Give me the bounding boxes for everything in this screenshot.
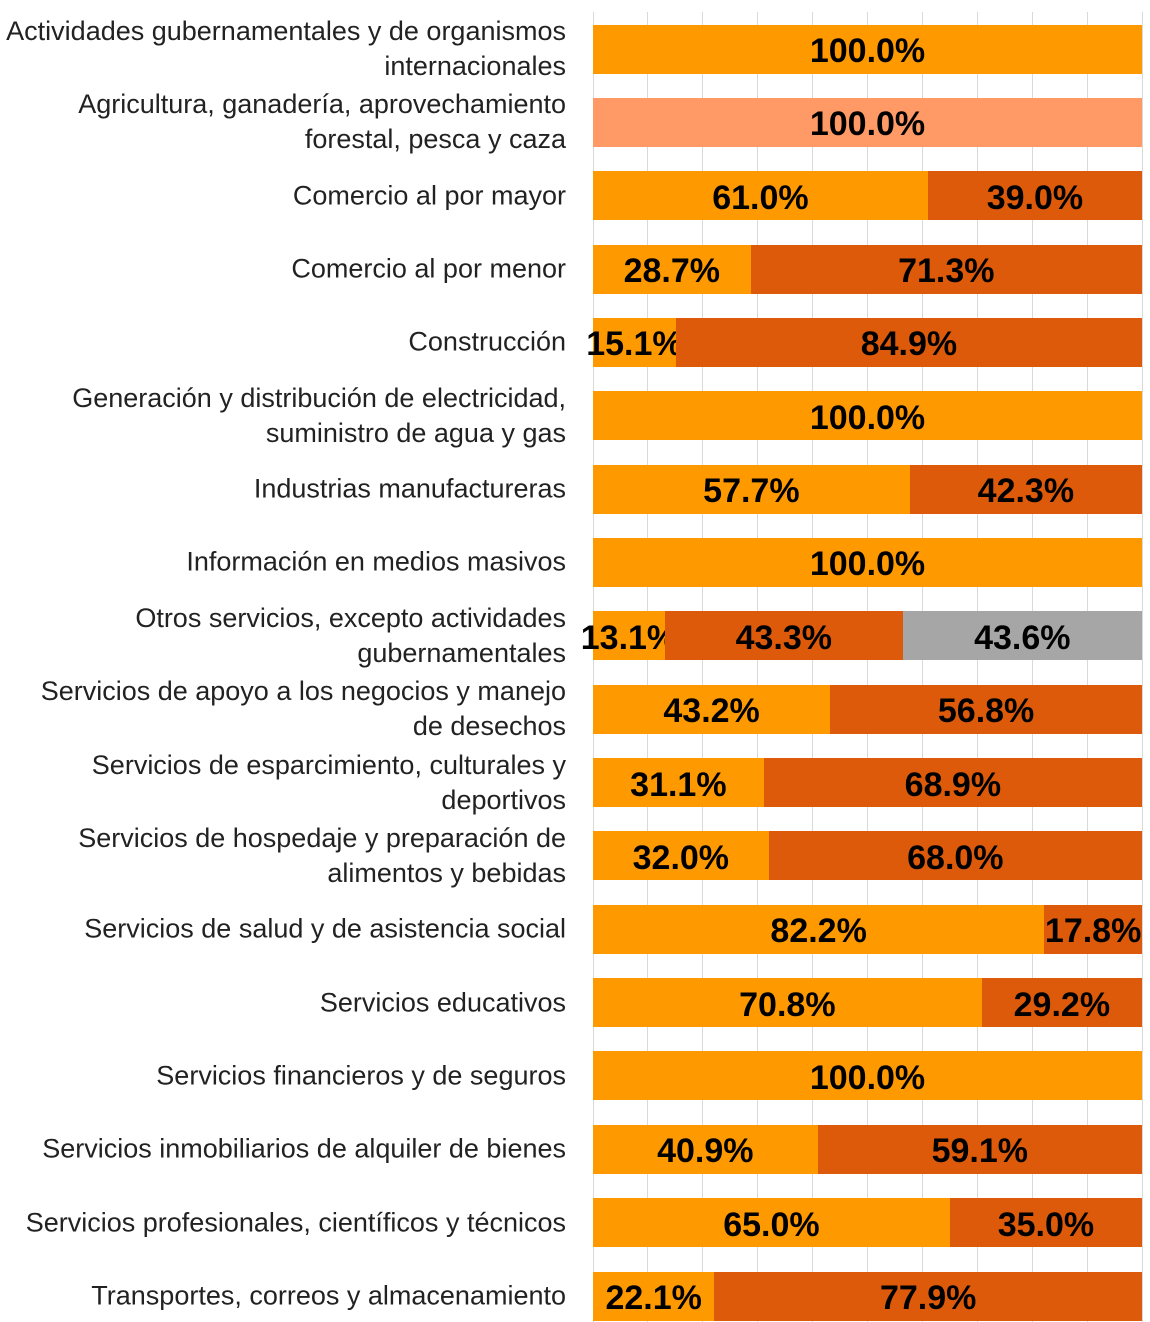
- data-label: 29.2%: [1013, 985, 1111, 1024]
- data-label: 100.0%: [809, 32, 926, 70]
- data-label: 77.9%: [879, 1279, 977, 1317]
- bar-segment: [593, 611, 665, 661]
- bar-segment: [593, 1124, 818, 1174]
- category-label: Actividades gubernamentales y de organis…: [6, 16, 566, 81]
- data-label: 65.0%: [723, 1205, 820, 1244]
- bar-segment: [593, 97, 1142, 147]
- bar-segment: [593, 904, 1045, 954]
- category-label: Servicios educativos: [319, 987, 566, 1018]
- grid-line: [976, 12, 978, 1322]
- grid-line: [867, 12, 868, 1322]
- category-label: Servicios profesionales, científicos y t…: [25, 1207, 566, 1238]
- bar-segment: [981, 978, 1142, 1028]
- grid-line: [921, 12, 923, 1322]
- bar-segment: [949, 1198, 1142, 1248]
- bar-segment: [593, 1271, 715, 1321]
- bar-segment: [1044, 904, 1142, 954]
- data-label: 71.3%: [898, 252, 995, 291]
- data-label: 40.9%: [657, 1132, 754, 1171]
- data-label: 43.2%: [663, 692, 760, 731]
- category-label: Servicios de hospedaje y preparación de …: [78, 822, 566, 888]
- category-label: Comercio al por mayor: [292, 180, 566, 211]
- grid-line: [647, 12, 649, 1322]
- bar-segment: [902, 611, 1142, 661]
- data-label: 100.0%: [809, 1058, 926, 1097]
- category-label: Comercio al por menor: [291, 253, 566, 284]
- data-label: 61.0%: [712, 178, 809, 217]
- data-label: 82.2%: [770, 912, 867, 951]
- bar-segment: [593, 831, 769, 881]
- data-label: 100.0%: [809, 398, 926, 437]
- category-label: Servicios financieros y de seguros: [156, 1060, 566, 1091]
- bar-segment: [909, 464, 1142, 514]
- data-label: 68.9%: [904, 765, 1002, 804]
- data-label: 68.0%: [907, 838, 1004, 877]
- bar-segment: [675, 317, 1142, 367]
- data-label: 84.9%: [860, 325, 958, 364]
- category-label: Industrias manufactureras: [253, 473, 566, 504]
- data-label: 59.1%: [931, 1132, 1028, 1171]
- category-label: Información en medios masivos: [186, 546, 566, 577]
- bar-segment: [927, 171, 1142, 221]
- data-label: 15.1%: [586, 325, 683, 364]
- bar-segment: [593, 1198, 950, 1248]
- bar-segment: [763, 758, 1142, 808]
- bar-segment: [830, 684, 1142, 734]
- grid-line: [1141, 12, 1143, 1322]
- data-label: 31.1%: [630, 765, 727, 804]
- bar-segment: [593, 758, 764, 808]
- bar-segment: [593, 24, 1142, 74]
- category-label: Generación y distribución de electricida…: [72, 382, 566, 448]
- data-label: 57.7%: [703, 472, 800, 511]
- category-label: Agricultura, ganadería, aprovechamiento …: [78, 89, 566, 155]
- data-label: 35.0%: [997, 1205, 1095, 1244]
- data-label: 43.6%: [974, 618, 1071, 657]
- category-label: Construcción: [408, 326, 566, 357]
- grid-line: [592, 12, 594, 1322]
- bar-segment: [768, 831, 1142, 881]
- bar-segment: [593, 464, 910, 514]
- data-label: 56.8%: [937, 692, 1035, 731]
- grid-line: [1031, 12, 1033, 1322]
- bar-segment: [593, 171, 928, 221]
- grid-line: [757, 12, 759, 1322]
- bar-segment: [593, 684, 831, 734]
- category-label: Transportes, correos y almacenamiento: [91, 1280, 566, 1311]
- bar-segment: [817, 1124, 1142, 1174]
- grid-line: [1086, 12, 1088, 1322]
- category-label: Servicios de esparcimiento, culturales y…: [91, 749, 566, 815]
- data-label: 42.3%: [977, 472, 1075, 511]
- data-label: 43.3%: [735, 618, 832, 657]
- data-label: 32.0%: [632, 838, 730, 877]
- grid-line: [812, 12, 814, 1322]
- grid-line: [702, 12, 704, 1322]
- bar-segment: [664, 611, 903, 661]
- bar-segment: [593, 391, 1142, 441]
- data-label: 13.1%: [580, 618, 678, 657]
- bar-segment: [593, 537, 1142, 587]
- data-label: 17.8%: [1044, 912, 1142, 951]
- data-label: 22.1%: [605, 1279, 702, 1317]
- data-label: 70.8%: [739, 985, 836, 1024]
- bar-segment: [593, 244, 751, 294]
- data-label: 100.0%: [809, 545, 926, 584]
- data-label: 100.0%: [809, 105, 926, 144]
- category-label: Servicios de apoyo a los negocios y mane…: [40, 676, 566, 742]
- data-label: 28.7%: [623, 252, 720, 291]
- bar-segment: [593, 1051, 1142, 1101]
- bar-segment: [714, 1271, 1142, 1321]
- category-label: Otros servicios, excepto actividades gub…: [135, 602, 566, 668]
- bar-segment: [593, 317, 676, 367]
- bar-segment: [593, 978, 982, 1028]
- category-label: Servicios inmobiliarios de alquiler de b…: [42, 1133, 566, 1164]
- category-label: Servicios de salud y de asistencia socia…: [84, 913, 566, 944]
- data-label: 39.0%: [986, 178, 1084, 217]
- bar-segment: [750, 244, 1142, 294]
